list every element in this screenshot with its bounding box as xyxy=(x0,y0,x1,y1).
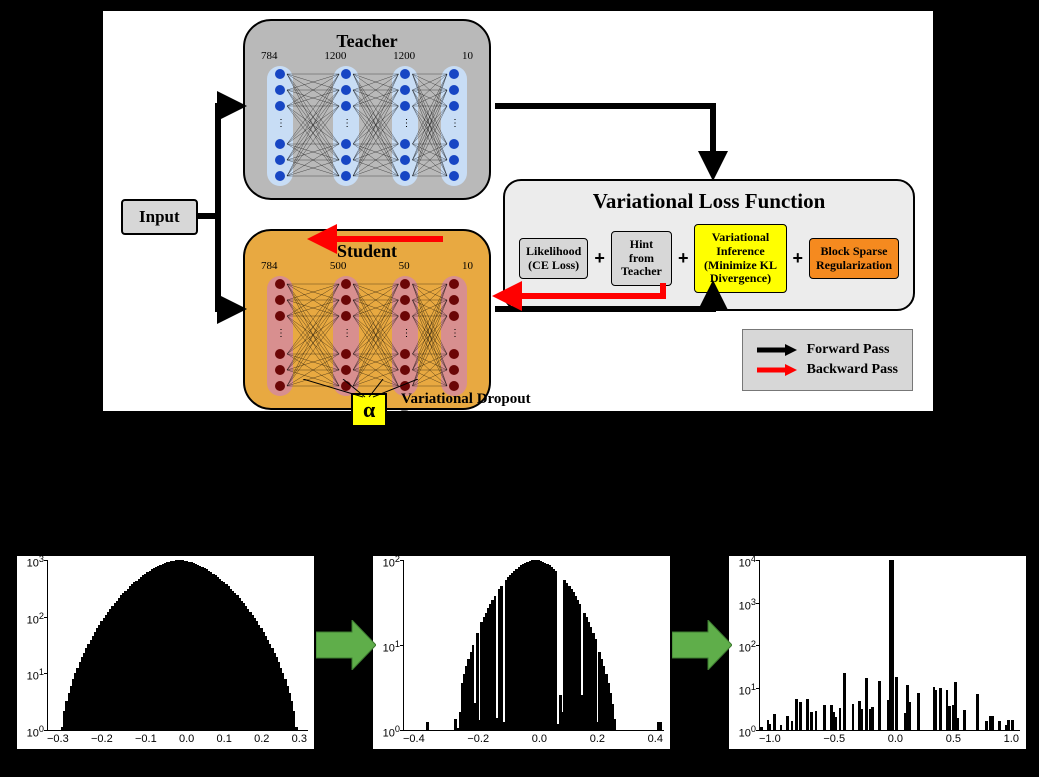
histogram-1: 100101102103 −0.3−0.2−0.10.00.10.20.3 xyxy=(16,555,315,750)
histogram-3: 100101102103104 −1.0−0.50.00.51.0 xyxy=(728,555,1027,750)
x-axis: −1.0−0.50.00.51.0 xyxy=(759,733,1019,745)
x-axis: −0.3−0.2−0.10.00.10.20.3 xyxy=(47,733,307,745)
histogram-plot: 100101102103104 xyxy=(759,560,1020,731)
arrows xyxy=(103,11,933,411)
histogram-2: 100101102 −0.4−0.20.00.20.4 xyxy=(372,555,671,750)
histogram-plot: 100101102103 xyxy=(47,560,308,731)
progress-arrow-icon xyxy=(316,620,376,670)
architecture-diagram: Input Teacher 784 1200 1200 10 ⋮⋮⋮⋮ Stud… xyxy=(100,8,936,414)
histogram-plot: 100101102 xyxy=(403,560,664,731)
x-axis: −0.4−0.20.00.20.4 xyxy=(403,733,663,745)
progress-arrow-icon xyxy=(672,620,732,670)
